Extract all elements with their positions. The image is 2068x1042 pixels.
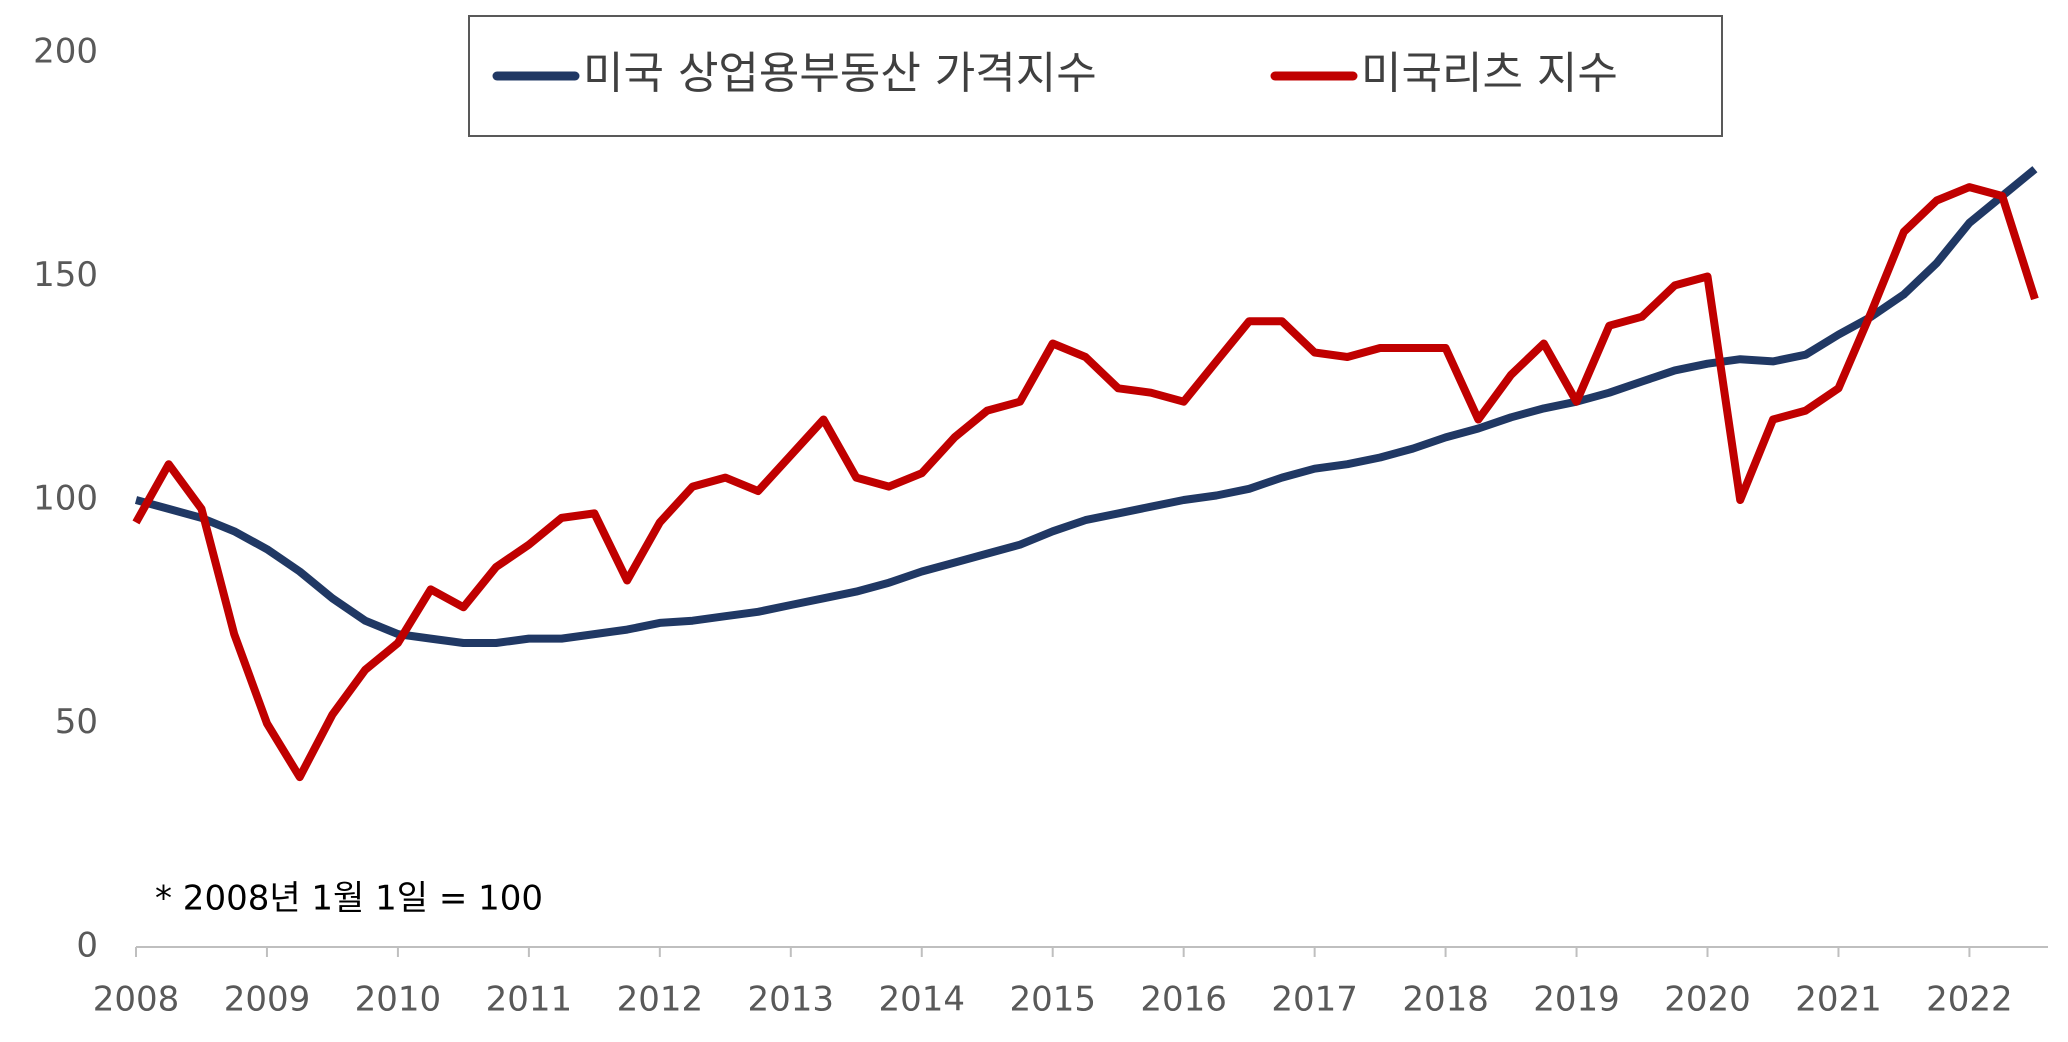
y-tick-label: 150	[33, 255, 98, 295]
x-tick-label: 2016	[1140, 980, 1227, 1020]
x-tick-label: 2017	[1271, 980, 1358, 1020]
x-tick-label: 2010	[355, 980, 442, 1020]
x-tick-label: 2022	[1926, 980, 2013, 1020]
x-tick-label: 2020	[1664, 980, 1751, 1020]
legend-label: 미국 상업용부동산 가격지수	[583, 48, 1097, 99]
series-line	[134, 166, 2038, 647]
x-tick-label: 2021	[1795, 980, 1882, 1020]
x-tick-label: 2014	[878, 980, 965, 1020]
x-tick-label: 2011	[486, 980, 573, 1020]
x-tick-label: 2018	[1402, 980, 1489, 1020]
y-tick-label: 200	[33, 32, 98, 72]
y-tick-label: 50	[55, 702, 98, 742]
note: * 2008년 1월 1일 = 100	[155, 879, 543, 919]
x-tick-label: 2012	[617, 980, 704, 1020]
legend-label: 미국리츠 지수	[1361, 48, 1618, 99]
x-tick-label: 2015	[1009, 980, 1096, 1020]
x-tick-label: 2008	[93, 980, 180, 1020]
legend-box	[468, 15, 1723, 137]
x-tick-label: 2019	[1533, 980, 1620, 1020]
x-tick-label: 2013	[748, 980, 835, 1020]
series-line	[132, 183, 2039, 782]
y-tick-label: 100	[33, 479, 98, 519]
x-tick-label: 2009	[224, 980, 311, 1020]
y-tick-label: 0	[76, 926, 98, 966]
